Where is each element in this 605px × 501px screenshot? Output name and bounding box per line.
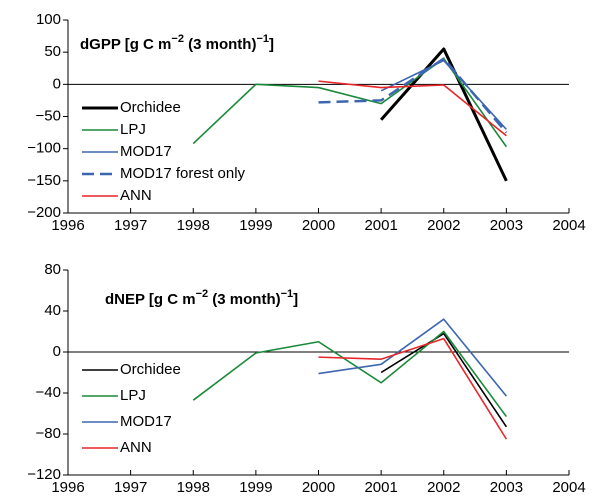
x-tick-label: 2000 xyxy=(302,217,335,234)
title-part: (3 month) xyxy=(208,291,281,308)
y-tick-label: −200 xyxy=(27,204,61,221)
x-tick-label: 2001 xyxy=(364,217,397,234)
series-line xyxy=(318,57,508,134)
title-part: (3 month) xyxy=(184,36,257,53)
series-line xyxy=(318,80,507,137)
x-tick-label: 1998 xyxy=(177,217,210,234)
legend-label: MOD17 forest only xyxy=(120,165,246,182)
y-tick-label: 0 xyxy=(53,343,61,360)
chart-title: dNEP [g C m−2 (3 month)−1] xyxy=(105,288,298,308)
series-line xyxy=(192,330,508,418)
title-part: dGPP [g C m xyxy=(80,36,171,53)
title-part: ] xyxy=(293,291,298,308)
series-line xyxy=(318,318,507,397)
x-tick-label: 2002 xyxy=(427,479,460,496)
x-tick-label: 1999 xyxy=(239,217,272,234)
x-tick-label: 2001 xyxy=(364,479,397,496)
y-tick-label: 0 xyxy=(53,75,61,92)
legend-label: LPJ xyxy=(120,387,146,404)
x-tick-label: 1998 xyxy=(177,479,210,496)
x-tick-label: 1997 xyxy=(114,479,147,496)
x-tick-label: 2002 xyxy=(427,217,460,234)
y-tick-label: 80 xyxy=(44,261,61,278)
x-tick-label: 1996 xyxy=(51,479,84,496)
x-tick-label: 1997 xyxy=(114,217,147,234)
y-tick-label: −120 xyxy=(27,466,61,483)
title-part: −1 xyxy=(281,288,294,300)
title-part: −1 xyxy=(256,33,269,45)
x-tick-label: 2003 xyxy=(490,479,523,496)
legend-label: MOD17 xyxy=(120,413,172,430)
chart-title: dGPP [g C m−2 (3 month)−1] xyxy=(80,33,274,53)
series-line xyxy=(192,57,508,148)
title-part: −2 xyxy=(196,288,209,300)
y-tick-label: −100 xyxy=(27,140,61,157)
y-tick-label: 50 xyxy=(44,43,61,60)
title-part: ] xyxy=(269,36,274,53)
x-tick-label: 2004 xyxy=(552,479,585,496)
y-tick-label: −80 xyxy=(36,425,61,442)
y-tick-label: 40 xyxy=(44,302,61,319)
y-tick-label: −50 xyxy=(36,107,61,124)
legend-label: LPJ xyxy=(120,121,146,138)
legend-label: Orchidee xyxy=(120,361,181,378)
legend-label: ANN xyxy=(120,187,152,204)
legend-label: Orchidee xyxy=(120,99,181,116)
x-tick-label: 2003 xyxy=(490,217,523,234)
series-line xyxy=(318,337,508,440)
y-tick-label: −40 xyxy=(36,384,61,401)
y-tick-label: −150 xyxy=(27,172,61,189)
legend-label: MOD17 xyxy=(120,143,172,160)
x-tick-label: 2004 xyxy=(552,217,585,234)
series-line xyxy=(380,47,508,182)
title-part: dNEP [g C m xyxy=(105,291,196,308)
legend-label: ANN xyxy=(120,439,152,456)
x-tick-label: 2000 xyxy=(302,479,335,496)
x-tick-label: 1999 xyxy=(239,479,272,496)
y-tick-label: 100 xyxy=(36,11,61,28)
title-part: −2 xyxy=(171,33,184,45)
x-tick-label: 1996 xyxy=(51,217,84,234)
series-line xyxy=(380,332,508,428)
